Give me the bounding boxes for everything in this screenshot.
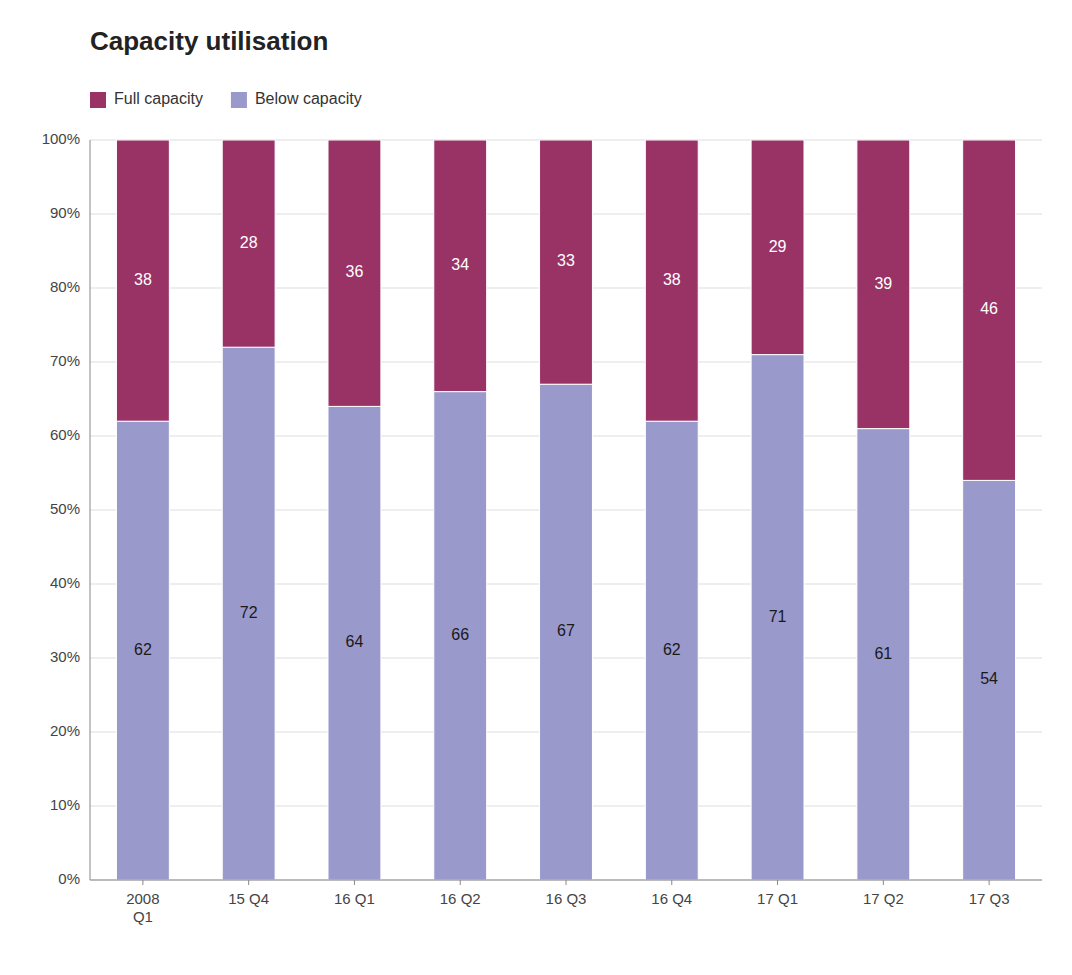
y-tick-label: 10%: [50, 796, 80, 813]
y-tick-label: 90%: [50, 204, 80, 221]
chart: Capacity utilisation 0% 10% 20% 30% 40% 50% 60%…: [0, 0, 1072, 975]
grid: [90, 140, 1042, 880]
legend: Full capacity Below capacity: [90, 90, 362, 108]
x-tick-label-line: 15 Q4: [228, 890, 269, 907]
data-label: 36: [346, 263, 364, 280]
x-tick: [248, 880, 249, 885]
bar-segment: [116, 421, 169, 880]
y-tick-label: 100%: [42, 130, 80, 147]
bar-segment: [857, 429, 910, 880]
data-label: 62: [663, 641, 681, 658]
bar-segment: [116, 140, 169, 421]
x-tick-label-line: 17 Q3: [969, 890, 1010, 907]
bar-segment: [434, 140, 487, 392]
data-label: 61: [874, 645, 892, 662]
data-label: 54: [980, 670, 998, 687]
y-tick-label: 0%: [58, 870, 80, 887]
data-label: 28: [240, 234, 258, 251]
data-label: 64: [346, 633, 364, 650]
x-tick-label-line: 16 Q2: [440, 890, 481, 907]
y-axis-line: [90, 140, 91, 880]
x-tick: [566, 880, 567, 885]
bar-segment: [540, 384, 593, 880]
x-tick: [777, 880, 778, 885]
data-label: 29: [769, 238, 787, 255]
x-tick-label: 16 Q4: [651, 890, 692, 907]
bars: [116, 140, 1015, 880]
title: Capacity utilisation: [90, 26, 328, 56]
data-labels: 62 38 72 28 64 36 66 34 67 33 62 38 71 29 61 39 54 46: [134, 234, 998, 688]
bar-segment: [857, 140, 910, 429]
bar-segment: [751, 140, 804, 355]
bar-segment: [328, 140, 381, 406]
x-tick-label-line: 16 Q4: [651, 890, 692, 907]
x-tick-label-line: 16 Q3: [546, 890, 587, 907]
data-label: 67: [557, 622, 575, 639]
x-tick-label: 2008Q1: [126, 890, 159, 925]
y-tick-label: 20%: [50, 722, 80, 739]
x-tick-label-line: 16 Q1: [334, 890, 375, 907]
data-label: 71: [769, 608, 787, 625]
legend-item: Full capacity: [90, 90, 203, 108]
x-tick-label: 16 Q2: [440, 890, 481, 907]
bar-segment: [222, 347, 275, 880]
x-tick: [460, 880, 461, 885]
bar-segment: [645, 140, 698, 421]
data-label: 62: [134, 641, 152, 658]
data-label: 34: [451, 256, 469, 273]
x-tick: [142, 880, 143, 885]
bar-segment: [963, 140, 1016, 480]
data-label: 66: [451, 626, 469, 643]
x-tick-label: 17 Q3: [969, 890, 1010, 907]
data-label: 38: [134, 271, 152, 288]
x-tick-label: 17 Q1: [757, 890, 798, 907]
legend-swatch: [90, 92, 106, 108]
x-tick: [989, 880, 990, 885]
bar-segment: [645, 421, 698, 880]
x-tick-label: 17 Q2: [863, 890, 904, 907]
x-tick-label: 15 Q4: [228, 890, 269, 907]
bar-segment: [751, 355, 804, 880]
x-tick-label-line: 2008: [126, 890, 159, 907]
legend-item: Below capacity: [231, 90, 362, 108]
legend-label: Below capacity: [255, 90, 362, 107]
x-tick-label: 16 Q1: [334, 890, 375, 907]
data-label: 33: [557, 252, 575, 269]
y-tick-label: 60%: [50, 426, 80, 443]
x-tick: [883, 880, 884, 885]
data-label: 46: [980, 300, 998, 317]
data-label: 38: [663, 271, 681, 288]
x-tick: [671, 880, 672, 885]
bar-segment: [222, 140, 275, 347]
y-tick-label: 70%: [50, 352, 80, 369]
x-tick-label-line: Q1: [133, 908, 153, 925]
bar-segment: [540, 140, 593, 384]
bar-segment: [434, 392, 487, 880]
data-label: 39: [874, 275, 892, 292]
y-tick-label: 40%: [50, 574, 80, 591]
bar-segment: [963, 480, 1016, 880]
x-tick-label-line: 17 Q2: [863, 890, 904, 907]
y-tick-label: 30%: [50, 648, 80, 665]
x-tick-label: 16 Q3: [546, 890, 587, 907]
y-tick-label: 50%: [50, 500, 80, 517]
bar-segment: [328, 406, 381, 880]
legend-swatch: [231, 92, 247, 108]
x-tick-label-line: 17 Q1: [757, 890, 798, 907]
y-tick-label: 80%: [50, 278, 80, 295]
x-tick: [354, 880, 355, 885]
data-label: 72: [240, 604, 258, 621]
legend-label: Full capacity: [114, 90, 203, 107]
